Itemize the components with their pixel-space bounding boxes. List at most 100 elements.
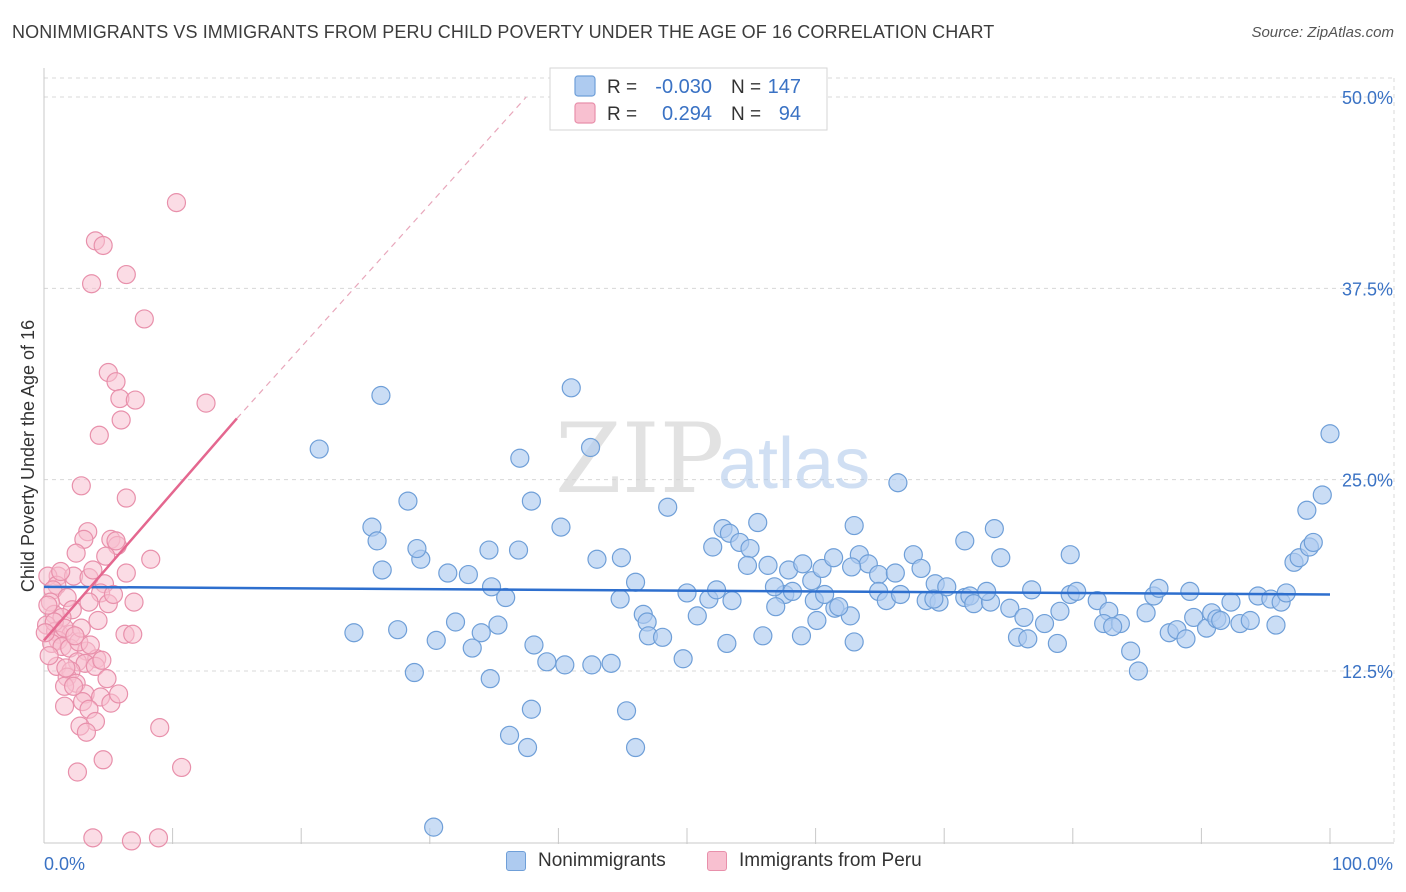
legend-bottom: Nonimmigrants Immigrants from Peru (0, 850, 1406, 880)
nonimmigrant-point (462, 638, 482, 658)
peru-trend-line (43, 417, 238, 642)
nonimmigrant-point (480, 669, 500, 689)
trend-lines (43, 96, 1331, 642)
y-tick-label: 37.5% (1342, 279, 1393, 299)
nonimmigrant-point (561, 378, 581, 398)
nonimmigrant-point (687, 606, 707, 626)
y-axis-label: Child Poverty Under the Age of 16 (18, 320, 38, 592)
nonimmigrant-point (1000, 598, 1020, 618)
peru-point (141, 549, 161, 569)
peru-point (83, 560, 103, 580)
nonimmigrant-point (610, 589, 630, 609)
peru-point (106, 372, 126, 392)
legend-item-peru[interactable]: Immigrants from Peru (707, 850, 922, 872)
nonimmigrant-point (737, 555, 758, 575)
nonimmigrant-point (616, 701, 637, 721)
nonimmigrant-point (587, 549, 607, 569)
peru-point (116, 488, 136, 508)
nonimmigrant-point (1320, 424, 1340, 444)
nonimmigrant-point (388, 620, 408, 640)
legend-swatch-peru (574, 102, 596, 124)
nonimmigrant-point (1050, 601, 1070, 621)
nonimmigrant-point (1180, 581, 1200, 602)
nonimmigrant-point (1034, 613, 1055, 634)
peru-point (123, 624, 143, 644)
legend-r-label-1: R = (607, 77, 637, 98)
nonimmigrant-point (517, 737, 538, 758)
legend-top: R = -0.030 N = 147 R = 0.294 N = 94 (549, 67, 828, 131)
nonimmigrant-point (524, 635, 544, 655)
nonimmigrant-point (479, 540, 499, 560)
nonimmigrant-point (1303, 532, 1323, 553)
peru-point (76, 722, 97, 742)
nonimmigrant-point (1136, 603, 1156, 623)
nonimmigrant-point (488, 615, 508, 635)
nonimmigrant-point (601, 653, 621, 673)
peru-point (96, 546, 116, 566)
peru-point (79, 592, 99, 612)
nonimmigrant-point (471, 623, 491, 643)
nonimmigrant-point (438, 563, 458, 583)
nonimmigrant-point (1211, 610, 1231, 631)
peru-point (89, 425, 109, 445)
nonimmigrant-point (1312, 485, 1332, 505)
legend-label-peru: Immigrants from Peru (739, 850, 922, 871)
y-tick-label: 50.0% (1342, 88, 1393, 108)
legend-box-peru (707, 851, 727, 871)
nonimmigrant-point (1176, 629, 1196, 649)
nonimmigrant-point (499, 725, 520, 745)
nonimmigrant-point (1297, 500, 1317, 520)
watermark-atlas: atlas (718, 424, 870, 504)
legend-n-value-2: 94 (779, 103, 801, 125)
nonimmigrant-point (407, 538, 427, 559)
legend-n-label-1: N = (731, 77, 761, 98)
nonimmigrant-point (991, 548, 1011, 568)
nonimmigrant-point (652, 627, 673, 647)
nonimmigrant-point (748, 512, 768, 533)
peru-point (71, 476, 91, 496)
nonimmigrant-point (677, 583, 697, 603)
nonimmigrant-point (829, 597, 849, 617)
peru-point (148, 828, 169, 848)
legend-r-value-1: -0.030 (655, 76, 712, 98)
peru-point (92, 650, 112, 670)
nonimmigrant-point (1103, 617, 1123, 637)
watermark-zip: ZIP (555, 403, 724, 515)
legend-r-value-2: 0.294 (662, 103, 712, 125)
nonimmigrant-point (658, 497, 678, 517)
nonimmigrant-point (842, 557, 862, 577)
nonimmigrant-point (717, 633, 737, 654)
legend-label-nonimmigrants: Nonimmigrants (538, 850, 666, 871)
nonimmigrant-point (1014, 607, 1034, 628)
peru-point (125, 390, 145, 410)
nonimmigrant-point (766, 597, 786, 617)
y-tick-label: 12.5% (1342, 662, 1393, 682)
nonimmigrant-point (753, 626, 773, 646)
nonimmigrant-point (551, 517, 571, 537)
peru-point (108, 684, 129, 704)
peru-point (39, 646, 59, 666)
nonimmigrant-point (815, 584, 835, 605)
nonimmigrant-point (802, 571, 822, 591)
nonimmigrant-point (844, 515, 864, 536)
nonimmigrant-point (955, 531, 975, 551)
peru-point (35, 623, 55, 643)
nonimmigrant-point (625, 572, 646, 592)
legend-n-value-1: 147 (768, 76, 801, 98)
peru-point (65, 626, 85, 646)
peru-point (56, 658, 76, 678)
nonimmigrant-point (344, 623, 364, 643)
legend-item-nonimmigrants[interactable]: Nonimmigrants (506, 850, 666, 872)
nonimmigrant-point (508, 540, 529, 560)
peru-trend-extension (236, 96, 527, 419)
nonimmigrant-point (537, 652, 557, 672)
nonimmigrant-point (1128, 661, 1148, 681)
nonimmigrant-point (924, 589, 944, 609)
y-tick-labels: 12.5% 25.0% 37.5% 50.0% (1342, 88, 1393, 682)
nonimmigrant-point (309, 439, 329, 459)
peru-point (106, 531, 126, 551)
peru-point (121, 831, 142, 851)
x-tick-labels: 0.0% 100.0% (44, 854, 1393, 874)
nonimmigrant-point (885, 563, 905, 583)
